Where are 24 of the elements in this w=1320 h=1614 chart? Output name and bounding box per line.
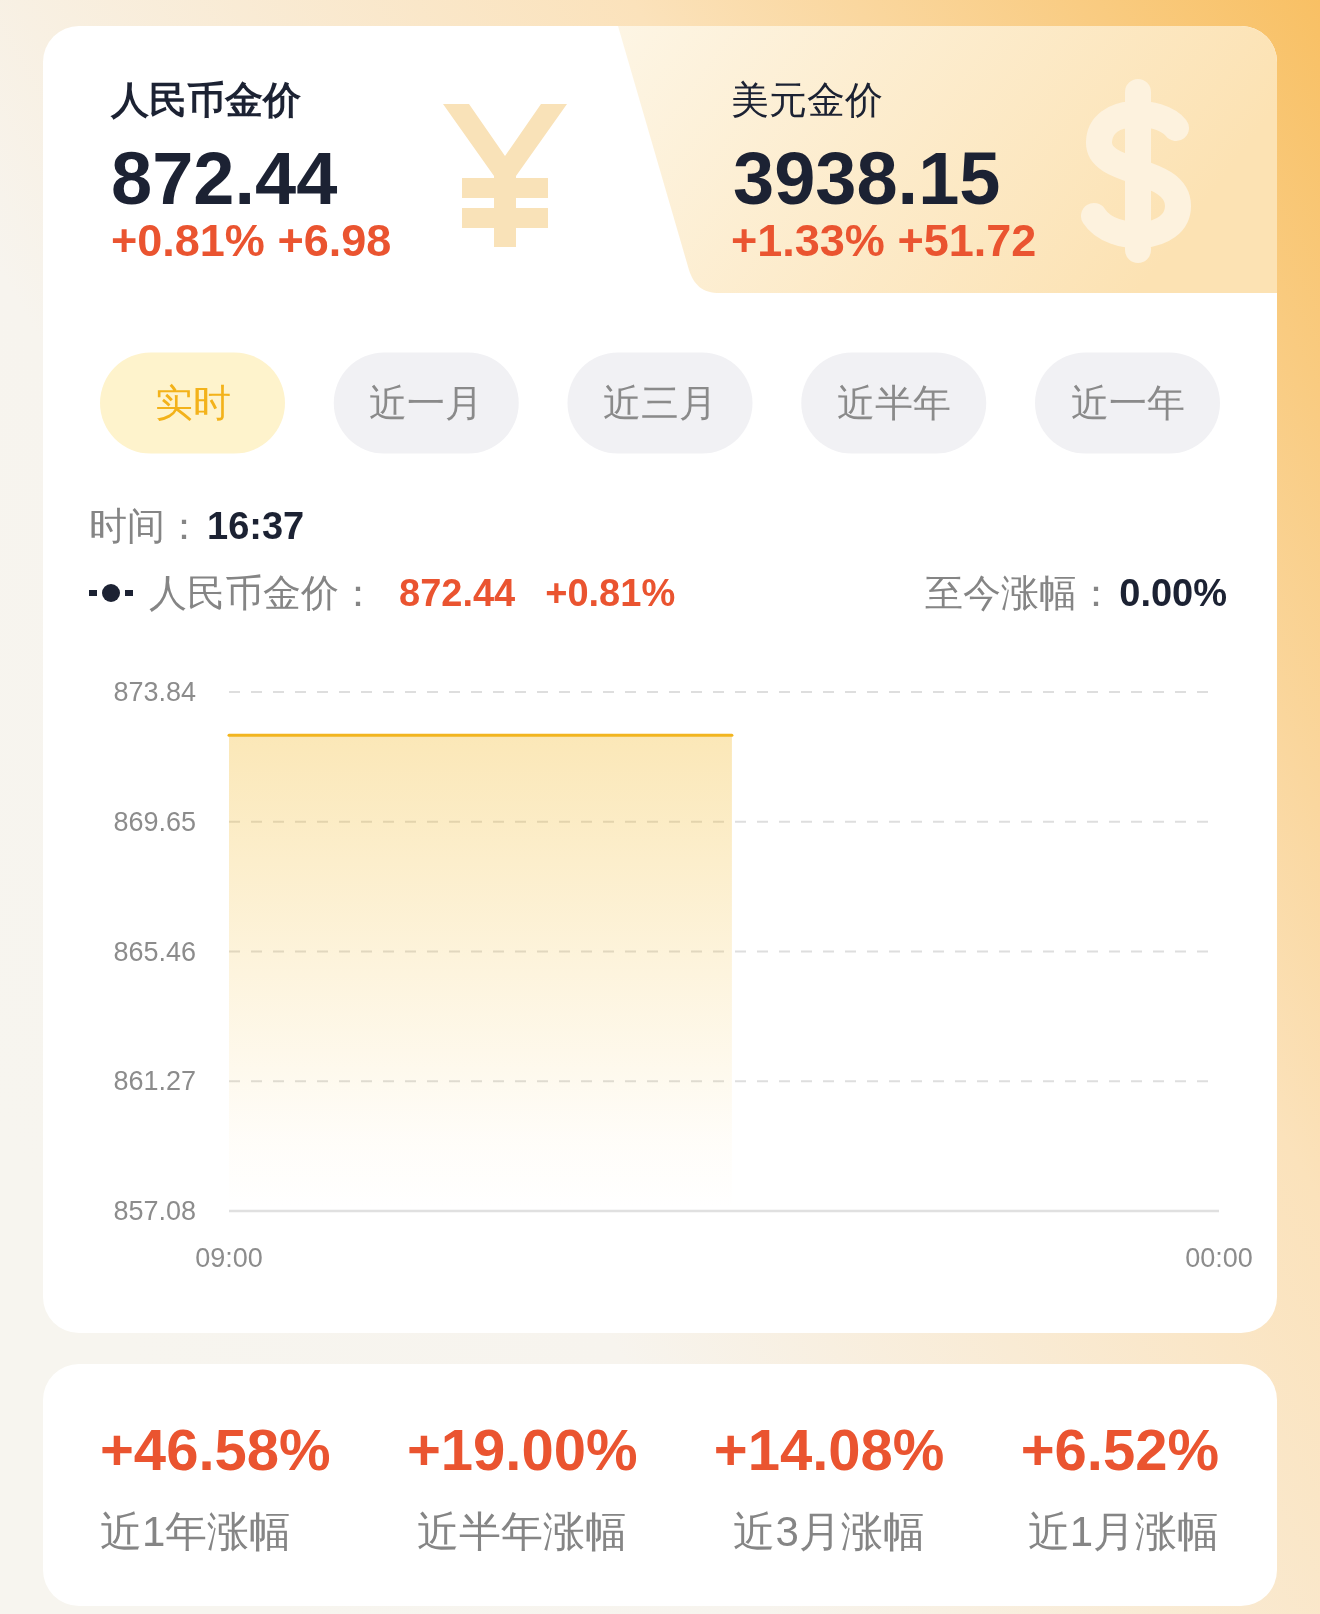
text: +6.52% (1020, 1417, 1219, 1482)
y-tick-label: 873.84 (113, 677, 196, 707)
text: +46.58% (100, 1417, 331, 1482)
text: +19.00% (406, 1417, 638, 1482)
text: 近3月涨幅 (733, 1508, 925, 1555)
x-tick-label: 09:00 (195, 1243, 263, 1273)
y-tick-label: 857.08 (113, 1196, 196, 1226)
text: +14.08% (713, 1417, 945, 1482)
text: 人民币金价 (110, 79, 301, 121)
text: 近半年涨幅 (417, 1508, 628, 1555)
y-tick-label: 869.65 (113, 806, 196, 837)
text: 人民币金价： (149, 572, 377, 614)
text: 美元金价 (731, 79, 883, 121)
text: +0.81% (545, 572, 676, 614)
y-tick-label: 861.27 (113, 1066, 196, 1097)
text: 近1月涨幅 (1027, 1508, 1219, 1555)
text: 0.00% (1119, 572, 1227, 614)
text: 16:37 (207, 505, 305, 547)
y-tick-label: 865.46 (113, 936, 196, 967)
text: 至今涨幅： (925, 572, 1116, 614)
text: 近1年涨幅 (100, 1508, 292, 1555)
text: 872.44 (399, 572, 516, 614)
text: 时间： (89, 505, 203, 547)
x-tick-label: 00:00 (1185, 1243, 1253, 1273)
